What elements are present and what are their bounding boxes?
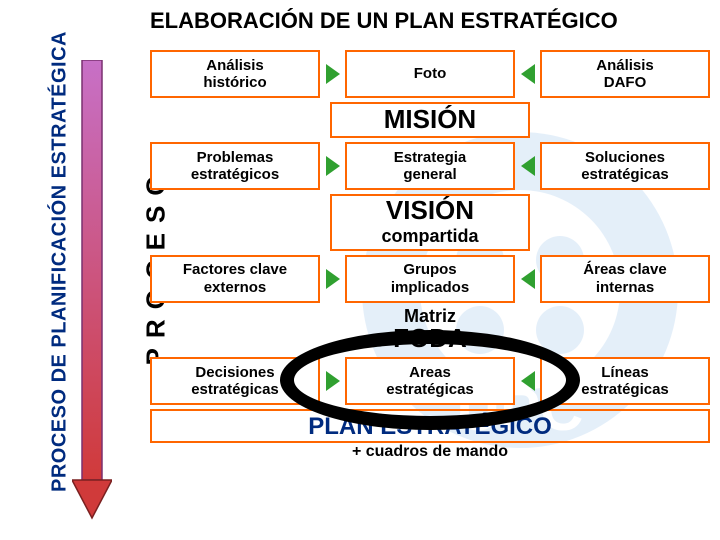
box-lineas: Líneas estratégicas — [540, 357, 710, 405]
row-1: Análisis histórico Foto Análisis DAFO — [150, 50, 710, 98]
main-title: ELABORACIÓN DE UN PLAN ESTRATÉGICO — [150, 8, 618, 34]
left-vertical-title: PROCESO DE PLANIFICACIÓN ESTRATÉGICA — [49, 12, 72, 512]
arrow-icon — [326, 371, 340, 391]
foda-text: FODA — [393, 325, 467, 352]
vision-label: VISIÓN — [386, 196, 474, 226]
arrow-icon — [326, 156, 340, 176]
matriz-row: Matriz FODA — [150, 307, 710, 353]
box-areas-internas: Áreas clave internas — [540, 255, 710, 303]
box-foto: Foto — [345, 50, 515, 98]
box-analisis-dafo: Análisis DAFO — [540, 50, 710, 98]
row-2: Problemas estratégicos Estrategia genera… — [150, 142, 710, 190]
row-4: Decisiones estratégicas Areas estratégic… — [150, 357, 710, 405]
arrow-icon — [521, 64, 535, 84]
mision-label: MISIÓN — [384, 105, 476, 135]
arrow-icon — [521, 371, 535, 391]
box-grupos-implicados: Grupos implicados — [345, 255, 515, 303]
vision-sublabel: compartida — [381, 226, 478, 247]
box-estrategia-general: Estrategia general — [345, 142, 515, 190]
box-problemas: Problemas estratégicos — [150, 142, 320, 190]
arrow-icon — [521, 269, 535, 289]
matriz-foda-label: Matriz FODA — [393, 307, 467, 353]
box-factores-externos: Factores clave externos — [150, 255, 320, 303]
box-soluciones: Soluciones estratégicas — [540, 142, 710, 190]
box-mision: MISIÓN — [330, 102, 530, 138]
arrow-icon — [326, 64, 340, 84]
box-areas-estrategicas: Areas estratégicas — [345, 357, 515, 405]
plan-subtitle: + cuadros de mando — [150, 443, 710, 461]
box-decisiones: Decisiones estratégicas — [150, 357, 320, 405]
diagram-area: Análisis histórico Foto Análisis DAFO MI… — [150, 50, 710, 461]
arrow-icon — [326, 269, 340, 289]
plan-banner: PLAN ESTRATÉGICO — [150, 409, 710, 443]
row-3: Factores clave externos Grupos implicado… — [150, 255, 710, 303]
vision-row: VISIÓN compartida — [150, 194, 710, 251]
box-vision: VISIÓN compartida — [330, 194, 530, 251]
mision-row: MISIÓN — [150, 102, 710, 138]
process-arrow-down — [72, 60, 112, 525]
box-analisis-historico: Análisis histórico — [150, 50, 320, 98]
arrow-icon — [521, 156, 535, 176]
